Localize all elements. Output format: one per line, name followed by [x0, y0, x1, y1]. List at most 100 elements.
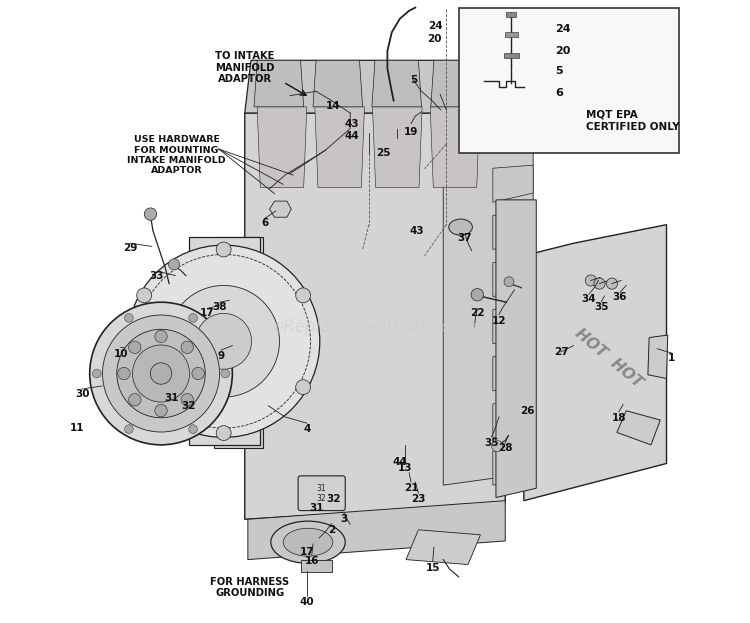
- Polygon shape: [315, 107, 364, 188]
- Text: 13: 13: [398, 463, 412, 473]
- Polygon shape: [493, 307, 533, 344]
- Circle shape: [216, 426, 231, 440]
- Text: 35: 35: [484, 438, 499, 448]
- Polygon shape: [313, 60, 362, 107]
- Bar: [504, 53, 519, 59]
- Text: 37: 37: [458, 234, 472, 244]
- Text: 24: 24: [427, 21, 442, 31]
- Text: 18: 18: [611, 413, 626, 423]
- Polygon shape: [254, 60, 304, 107]
- Circle shape: [154, 404, 167, 417]
- Text: 11: 11: [70, 423, 85, 433]
- Text: 33: 33: [149, 270, 164, 280]
- Text: 32: 32: [182, 401, 196, 411]
- Text: 31
32: 31 32: [316, 483, 326, 503]
- Circle shape: [296, 380, 310, 394]
- Polygon shape: [269, 201, 291, 217]
- Circle shape: [128, 394, 141, 406]
- Polygon shape: [648, 335, 668, 379]
- Polygon shape: [244, 60, 506, 113]
- FancyBboxPatch shape: [298, 476, 345, 511]
- Text: 31: 31: [309, 503, 323, 513]
- Text: 6: 6: [555, 88, 562, 98]
- Text: 9: 9: [217, 351, 225, 361]
- Text: 10: 10: [113, 349, 128, 359]
- Bar: [506, 12, 517, 17]
- Polygon shape: [617, 411, 660, 445]
- Text: 34: 34: [582, 294, 596, 304]
- Text: 14: 14: [326, 100, 340, 111]
- Circle shape: [136, 380, 152, 394]
- Polygon shape: [373, 107, 422, 188]
- Circle shape: [92, 369, 101, 378]
- Text: 43: 43: [410, 226, 424, 236]
- Text: 43: 43: [344, 119, 358, 129]
- Polygon shape: [493, 448, 533, 485]
- Circle shape: [90, 302, 232, 445]
- Text: 22: 22: [470, 308, 484, 318]
- Text: 1: 1: [668, 353, 675, 363]
- Circle shape: [128, 245, 320, 437]
- Text: TO INTAKE
MANIFOLD
ADAPTOR: TO INTAKE MANIFOLD ADAPTOR: [215, 51, 274, 84]
- Circle shape: [181, 341, 194, 353]
- Text: 6: 6: [261, 218, 268, 228]
- Text: 17: 17: [299, 546, 314, 556]
- Text: 44: 44: [344, 131, 358, 141]
- Text: MQT EPA
CERTIFIED ONLY: MQT EPA CERTIFIED ONLY: [586, 110, 680, 131]
- Polygon shape: [496, 200, 536, 498]
- Text: 44: 44: [392, 457, 407, 467]
- Text: 25: 25: [376, 148, 390, 158]
- Text: 23: 23: [411, 495, 426, 505]
- Text: 17: 17: [200, 308, 214, 318]
- Polygon shape: [524, 225, 667, 501]
- Text: 36: 36: [613, 292, 627, 302]
- Text: 20: 20: [427, 34, 441, 44]
- Circle shape: [136, 288, 152, 303]
- Ellipse shape: [271, 521, 345, 563]
- Polygon shape: [248, 501, 506, 559]
- Polygon shape: [189, 237, 260, 445]
- Circle shape: [133, 345, 190, 402]
- Circle shape: [169, 259, 180, 270]
- Text: 40: 40: [299, 597, 314, 607]
- Text: 27: 27: [554, 347, 568, 357]
- Circle shape: [585, 275, 596, 286]
- Text: 21: 21: [404, 483, 418, 493]
- Text: 30: 30: [75, 389, 89, 399]
- Circle shape: [144, 208, 157, 221]
- Text: 28: 28: [498, 443, 512, 453]
- Polygon shape: [493, 212, 533, 249]
- Polygon shape: [493, 165, 533, 202]
- Polygon shape: [443, 131, 533, 485]
- Circle shape: [189, 313, 197, 322]
- Circle shape: [192, 368, 204, 380]
- Polygon shape: [493, 401, 533, 438]
- Text: 3: 3: [340, 514, 347, 525]
- Text: 29: 29: [123, 243, 137, 253]
- Polygon shape: [430, 60, 481, 107]
- Text: eReplacementParts.com: eReplacementParts.com: [274, 318, 477, 336]
- Circle shape: [168, 285, 280, 397]
- Circle shape: [154, 330, 167, 343]
- Polygon shape: [372, 60, 422, 107]
- Text: 31: 31: [164, 393, 178, 403]
- Text: 16: 16: [304, 556, 319, 566]
- Circle shape: [504, 277, 514, 287]
- Circle shape: [220, 369, 230, 378]
- Polygon shape: [244, 113, 506, 520]
- Text: 5: 5: [555, 67, 562, 77]
- Text: 19: 19: [404, 126, 418, 136]
- Text: 32: 32: [326, 494, 340, 504]
- Text: 24: 24: [555, 24, 571, 34]
- Circle shape: [150, 363, 172, 384]
- Text: USE HARDWARE
FOR MOUNTING
INTAKE MANIFOLD
ADAPTOR: USE HARDWARE FOR MOUNTING INTAKE MANIFOL…: [128, 135, 226, 175]
- Bar: [459, 7, 679, 153]
- Circle shape: [296, 288, 310, 303]
- Polygon shape: [493, 354, 533, 391]
- Text: 5: 5: [410, 75, 417, 85]
- Circle shape: [117, 330, 206, 418]
- Circle shape: [124, 425, 134, 434]
- Bar: [506, 32, 518, 37]
- Polygon shape: [301, 559, 332, 572]
- Circle shape: [124, 313, 134, 322]
